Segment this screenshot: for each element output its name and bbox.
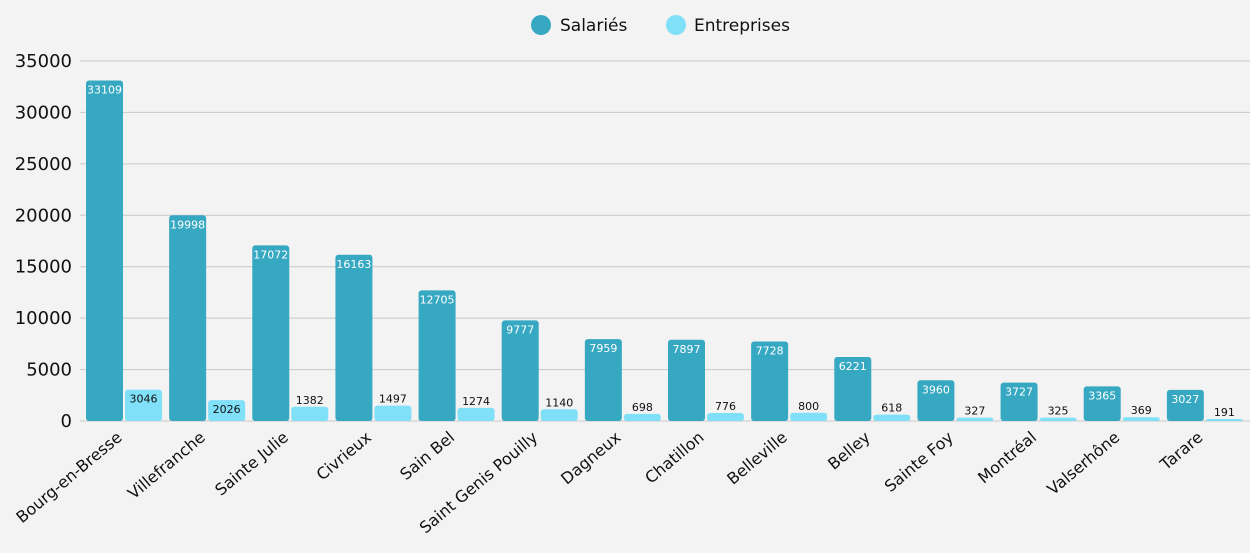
data-label: 33109 — [87, 83, 122, 96]
data-label: 800 — [798, 400, 819, 413]
data-label: 7897 — [673, 343, 701, 356]
bar-entreprises — [707, 413, 744, 421]
x-tick-label: Belleville — [723, 428, 791, 489]
data-label: 2026 — [213, 403, 241, 416]
bar-entreprises — [291, 406, 329, 421]
data-label: 327 — [964, 405, 985, 418]
bar-entreprises — [374, 405, 412, 421]
bar-entreprises — [125, 389, 162, 421]
x-tick-label: Civrieux — [313, 428, 375, 485]
bar-entreprises — [1122, 417, 1160, 421]
y-tick-label: 20000 — [15, 205, 72, 226]
data-label: 12705 — [420, 293, 455, 306]
bar-salaries — [169, 215, 207, 421]
bar-entreprises — [457, 407, 495, 421]
legend-marker-entreprises — [666, 15, 686, 35]
data-label: 19998 — [170, 218, 205, 231]
y-tick-label: 30000 — [15, 102, 72, 123]
data-label: 17072 — [253, 248, 288, 261]
x-tick-label: Tarare — [1156, 428, 1207, 475]
x-tick-label: Dagneux — [557, 428, 624, 489]
x-tick-label: Bourg-en-Bresse — [12, 428, 125, 527]
bar-entreprises — [790, 412, 828, 421]
data-label: 3046 — [130, 393, 158, 406]
bar-salaries — [501, 320, 539, 421]
data-label: 6221 — [839, 360, 867, 373]
bar-salaries — [86, 80, 123, 421]
data-label: 7728 — [756, 345, 784, 358]
x-tick-label: Sainte Foy — [881, 428, 957, 496]
data-label: 9777 — [506, 323, 534, 336]
y-tick-label: 15000 — [15, 257, 72, 278]
bar-salaries — [1166, 389, 1204, 421]
data-label: 1140 — [545, 396, 573, 409]
legend-marker-salaries — [531, 15, 551, 35]
bar-salaries — [1083, 386, 1121, 421]
x-tick-label: Belley — [824, 428, 874, 474]
bar-salaries — [834, 357, 872, 421]
y-tick-label: 10000 — [15, 308, 72, 329]
data-label: 3727 — [1005, 386, 1033, 399]
legend-label-entreprises: Entreprises — [694, 16, 790, 36]
bar-entreprises — [623, 413, 661, 421]
bar-salaries — [335, 254, 373, 421]
data-label: 7959 — [589, 342, 617, 355]
legend: Salariés Entreprises — [531, 15, 790, 36]
data-label: 3027 — [1171, 393, 1199, 406]
x-tick-label: Sain Bel — [396, 428, 458, 484]
data-label: 1274 — [462, 395, 490, 408]
data-label: 325 — [1048, 405, 1069, 418]
data-label: 191 — [1214, 406, 1235, 419]
bar-entreprises — [873, 414, 911, 421]
bars: 33109 3046 19998 2026 17072 1382 16163 1497 1270… — [86, 80, 1243, 421]
bar-entreprises — [1039, 417, 1077, 421]
y-tick-label: 25000 — [15, 154, 72, 175]
bar-entreprises — [540, 409, 578, 421]
bar-salaries — [668, 339, 705, 421]
y-tick-label: 0 — [61, 411, 72, 432]
bar-salaries — [252, 245, 290, 421]
y-tick-label: 5000 — [26, 360, 72, 381]
x-tick-label: Sainte Julie — [211, 428, 292, 500]
x-tick-label: Villefranche — [124, 428, 209, 503]
data-label: 3365 — [1088, 389, 1116, 402]
bar-salaries — [751, 341, 789, 421]
x-tick-label: Valserhône — [1043, 428, 1123, 499]
data-label: 3960 — [922, 383, 950, 396]
data-label: 776 — [715, 400, 736, 413]
x-tick-label: Montréal — [974, 428, 1040, 488]
bar-entreprises — [1205, 419, 1243, 421]
data-label: 1382 — [296, 394, 324, 407]
y-tick-label: 35000 — [15, 51, 72, 72]
bar-entreprises — [208, 400, 246, 421]
legend-label-salaries: Salariés — [560, 16, 628, 36]
bar-salaries — [917, 380, 955, 421]
bar-salaries — [418, 290, 456, 421]
data-label: 369 — [1131, 404, 1152, 417]
data-label: 618 — [881, 402, 902, 415]
bar-entreprises — [956, 417, 994, 421]
data-label: 698 — [632, 401, 653, 414]
bar-salaries — [1000, 382, 1038, 421]
data-label: 1497 — [379, 393, 407, 406]
bar-salaries — [584, 339, 622, 421]
data-label: 16163 — [336, 258, 371, 271]
x-tick-label: Chatillon — [641, 428, 707, 488]
y-axis: 0 5000 10000 15000 20000 25000 30000 35000 — [15, 51, 72, 432]
